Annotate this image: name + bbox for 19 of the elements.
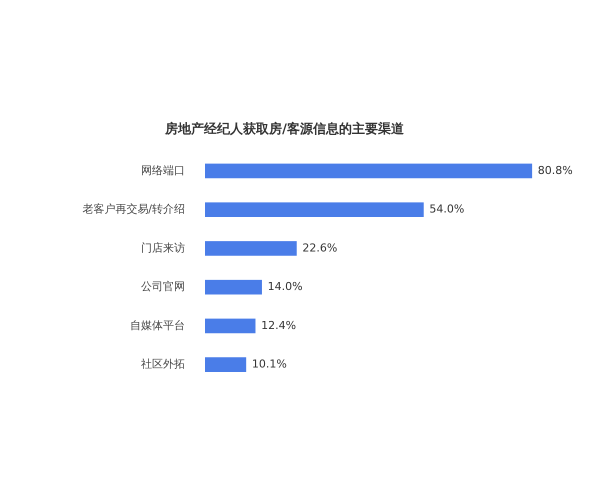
bar bbox=[205, 280, 262, 294]
y-tick-label: 老客户再交易/转介绍 bbox=[82, 202, 185, 216]
data-label: 12.4% bbox=[261, 318, 296, 332]
data-label: 22.6% bbox=[302, 241, 338, 254]
chart-title: 房地产经纪人获取房/客源信息的主要渠道 bbox=[164, 121, 405, 138]
bar bbox=[205, 357, 246, 372]
data-label: 80.8% bbox=[538, 164, 573, 177]
bar bbox=[205, 202, 424, 218]
y-tick-label: 社区外拓 bbox=[141, 357, 185, 370]
y-tick-label: 公司官网 bbox=[141, 280, 185, 294]
data-label: 54.0% bbox=[429, 202, 464, 216]
bar bbox=[205, 318, 256, 334]
data-label: 14.0% bbox=[268, 280, 303, 294]
y-tick-label: 自媒体平台 bbox=[130, 318, 185, 332]
bar bbox=[205, 241, 297, 256]
data-label: 10.1% bbox=[252, 357, 287, 370]
y-tick-label: 网络端口 bbox=[141, 164, 185, 177]
y-tick-label: 门店来访 bbox=[141, 241, 185, 254]
bar bbox=[205, 164, 532, 178]
